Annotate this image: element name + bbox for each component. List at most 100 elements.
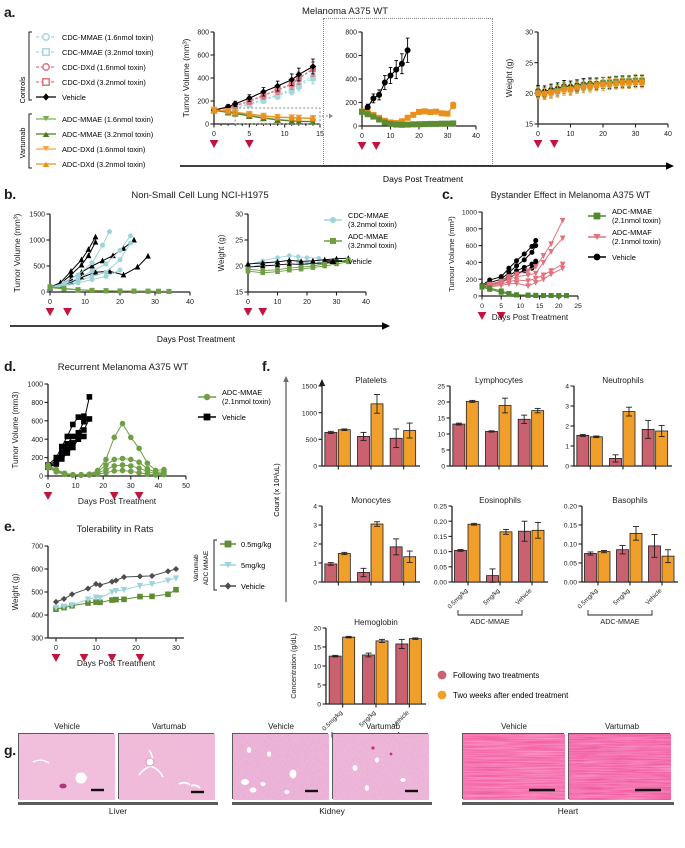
svg-text:Days Post Treatment: Days Post Treatment bbox=[492, 313, 569, 322]
svg-text:0: 0 bbox=[317, 702, 321, 709]
svg-text:(3.2nmol toxin): (3.2nmol toxin) bbox=[348, 220, 397, 229]
svg-text:0.5mg/kg: 0.5mg/kg bbox=[576, 587, 599, 610]
svg-text:600: 600 bbox=[345, 53, 357, 60]
svg-text:0.15: 0.15 bbox=[434, 534, 447, 541]
svg-text:5: 5 bbox=[317, 683, 321, 690]
svg-text:CDC-MMAE (3.2nmol toxin): CDC-MMAE (3.2nmol toxin) bbox=[62, 48, 154, 57]
svg-text:10: 10 bbox=[274, 299, 282, 306]
svg-text:400: 400 bbox=[466, 260, 478, 267]
svg-text:20: 20 bbox=[235, 264, 243, 271]
legend-f-item-twoweeks: Two weeks after ended treatment bbox=[437, 690, 569, 700]
svg-text:10: 10 bbox=[72, 483, 80, 490]
legend-group-controls-label: Controls bbox=[18, 76, 27, 103]
svg-text:1500: 1500 bbox=[302, 384, 317, 391]
svg-text:1000: 1000 bbox=[29, 238, 45, 245]
svg-text:20: 20 bbox=[599, 131, 607, 138]
legend-item-cdc-dxd-16: CDC-DXd (1.6nmol toxin) bbox=[36, 63, 146, 72]
organ-underline bbox=[232, 802, 432, 805]
svg-text:800: 800 bbox=[466, 226, 478, 233]
histology-col-label: Vehicle bbox=[501, 722, 527, 731]
svg-text:ADC-MMAE (1.6nmol toxin): ADC-MMAE (1.6nmol toxin) bbox=[62, 115, 153, 124]
panel-a-title: Melanoma A375 WT bbox=[301, 6, 389, 17]
legend-b-item-cdc-mmae: CDC-MMAE (3.2nmol toxin) bbox=[324, 211, 397, 229]
legend-d-item-adc-mmae: ADC-MMAE (2.1nmol toxin) bbox=[198, 388, 271, 406]
panel-label-c: c. bbox=[442, 186, 454, 202]
svg-text:15: 15 bbox=[536, 303, 544, 310]
svg-text:0: 0 bbox=[313, 464, 317, 471]
histology-image-heart-vehicle bbox=[462, 733, 565, 800]
panel-e-legend: Vartumab ADC MMAE 0.5mg/kg 5mg/kg Vehicl… bbox=[190, 534, 282, 606]
histology-image-kidney-vartumab bbox=[332, 733, 429, 800]
panel-label-g: g. bbox=[4, 742, 16, 758]
panel-label-d: d. bbox=[4, 358, 16, 374]
panel-g-block-heart: Vehicle Vartumab Heart bbox=[462, 722, 674, 816]
svg-text:600: 600 bbox=[197, 53, 209, 60]
svg-text:200: 200 bbox=[466, 277, 478, 284]
svg-text:30: 30 bbox=[333, 299, 341, 306]
panel-label-b: b. bbox=[4, 186, 16, 202]
svg-text:15: 15 bbox=[316, 131, 324, 138]
svg-text:1000: 1000 bbox=[27, 382, 43, 389]
legend-item-vehicle: Vehicle bbox=[36, 93, 86, 102]
svg-text:1000: 1000 bbox=[462, 210, 477, 217]
histology-image-heart-vartumab bbox=[568, 733, 671, 800]
svg-text:0.15: 0.15 bbox=[564, 523, 577, 530]
legend-d-item-vehicle: Vehicle bbox=[198, 413, 246, 422]
chart-f-hemoglobin: 05101520Hemoglobin0.5mg/kg5mg/kgVehicleA… bbox=[284, 608, 434, 748]
svg-text:0.5mg/kg: 0.5mg/kg bbox=[446, 587, 469, 610]
svg-text:15: 15 bbox=[525, 122, 533, 129]
svg-text:40: 40 bbox=[362, 299, 370, 306]
svg-text:(2.1nmol toxin): (2.1nmol toxin) bbox=[612, 237, 661, 246]
svg-text:Vehicle: Vehicle bbox=[644, 587, 663, 606]
panel-label-e: e. bbox=[4, 518, 16, 534]
svg-text:200: 200 bbox=[345, 100, 357, 107]
svg-text:1000: 1000 bbox=[302, 410, 317, 417]
svg-text:0: 0 bbox=[54, 645, 58, 652]
svg-text:700: 700 bbox=[31, 544, 43, 551]
svg-text:15: 15 bbox=[313, 645, 321, 652]
svg-text:1: 1 bbox=[313, 561, 317, 568]
svg-text:5mg/kg: 5mg/kg bbox=[612, 587, 632, 607]
svg-text:0: 0 bbox=[360, 133, 364, 140]
svg-text:1500: 1500 bbox=[29, 212, 45, 219]
svg-text:Weight (g): Weight (g) bbox=[504, 59, 514, 98]
svg-text:40: 40 bbox=[472, 133, 480, 140]
svg-text:Hemoglobin: Hemoglobin bbox=[354, 618, 398, 627]
legend-e-item-vehicle: Vehicle bbox=[220, 582, 265, 591]
panel-label-a: a. bbox=[4, 4, 16, 20]
svg-text:500: 500 bbox=[31, 590, 43, 597]
panel-g-block-liver: Vehicle Vartumab Liver bbox=[18, 722, 218, 816]
legend-item-cdc-mmae-16: CDC-MMAE (1.6nmol toxin) bbox=[36, 33, 154, 42]
svg-text:3: 3 bbox=[565, 404, 569, 411]
svg-text:Vehicle: Vehicle bbox=[348, 257, 372, 266]
svg-text:40: 40 bbox=[186, 299, 194, 306]
svg-text:Weight (g): Weight (g) bbox=[11, 573, 20, 610]
chart-e1: 300 400 500 600 700 0 10 20 30 Weight (g) Days Pos… bbox=[8, 538, 196, 678]
svg-text:20: 20 bbox=[555, 303, 563, 310]
svg-text:400: 400 bbox=[31, 437, 43, 444]
svg-text:10: 10 bbox=[567, 131, 575, 138]
svg-text:CDC-MMAE: CDC-MMAE bbox=[348, 211, 389, 220]
svg-text:400: 400 bbox=[197, 76, 209, 83]
svg-text:50: 50 bbox=[182, 483, 190, 490]
svg-text:Vehicle: Vehicle bbox=[612, 253, 636, 262]
organ-label-kidney: Kidney bbox=[319, 805, 345, 816]
svg-text:0.20: 0.20 bbox=[564, 504, 577, 511]
svg-text:25: 25 bbox=[235, 238, 243, 245]
legend-f-label-twoweeks: Two weeks after ended treatment bbox=[453, 691, 569, 700]
histology-image-liver-vartumab bbox=[118, 733, 215, 800]
organ-underline bbox=[462, 802, 674, 805]
legend-item-adc-mmae-32: ADC-MMAE (3.2nmol toxin) bbox=[36, 130, 153, 139]
svg-text:3: 3 bbox=[313, 523, 317, 530]
svg-text:0.10: 0.10 bbox=[564, 542, 577, 549]
svg-text:0: 0 bbox=[565, 464, 569, 471]
svg-text:Vehicle: Vehicle bbox=[514, 587, 533, 606]
svg-text:800: 800 bbox=[31, 400, 43, 407]
chart-f-monocytes: 0 1 2 3 4 Monocytes bbox=[292, 486, 426, 608]
legend-e-side-label-2: ADC MMAE bbox=[203, 551, 210, 585]
svg-text:Basophils: Basophils bbox=[612, 496, 648, 505]
panel-b-xlabel: Days Post Treatment bbox=[157, 334, 236, 344]
svg-text:0: 0 bbox=[313, 580, 317, 587]
svg-text:0: 0 bbox=[212, 131, 216, 138]
histology-col-label: Vartumab bbox=[365, 722, 401, 731]
